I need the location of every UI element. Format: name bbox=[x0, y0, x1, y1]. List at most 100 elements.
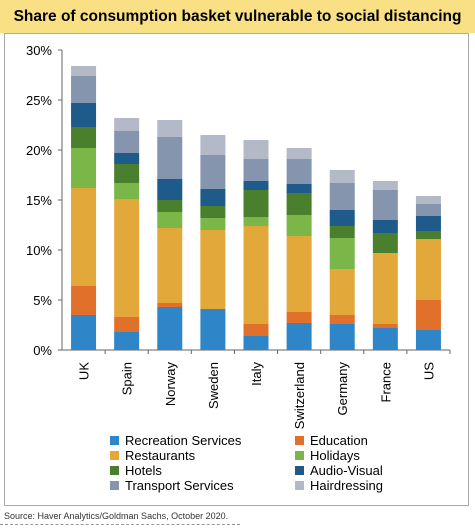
bar-segment-transport-services bbox=[114, 131, 140, 153]
source-note: Source: Haver Analytics/Goldman Sachs, O… bbox=[4, 511, 229, 521]
legend-swatch bbox=[295, 450, 304, 460]
bar-segment-restaurants bbox=[243, 226, 269, 324]
bar-segment-hotels bbox=[71, 127, 97, 148]
bar-segment-recreation-services bbox=[200, 309, 226, 350]
bar-segment-hairdressing bbox=[71, 66, 97, 76]
bar-segment-audio-visual bbox=[114, 153, 140, 164]
bar-segment-audio-visual bbox=[415, 216, 441, 231]
bar-segment-restaurants bbox=[157, 228, 183, 303]
bar-segment-hotels bbox=[286, 193, 312, 215]
bar-segment-hotels bbox=[415, 231, 441, 239]
y-tick-label: 25% bbox=[26, 93, 52, 108]
legend-item: Audio-Visual bbox=[295, 462, 383, 478]
bar-segment-recreation-services bbox=[329, 324, 355, 350]
bar-segment-holidays bbox=[243, 217, 269, 226]
x-tick-label: Switzerland bbox=[292, 362, 307, 429]
x-tick-label: Sweden bbox=[206, 362, 221, 409]
bar-segment-hotels bbox=[200, 206, 226, 218]
legend-swatch bbox=[295, 435, 304, 445]
bar-segment-audio-visual bbox=[286, 184, 312, 193]
y-tick-label: 20% bbox=[26, 143, 52, 158]
bar-segment-transport-services bbox=[200, 155, 226, 189]
bar-segment-hotels bbox=[114, 164, 140, 183]
bar-segment-education bbox=[286, 312, 312, 323]
bar-segment-education bbox=[243, 324, 269, 336]
bar-segment-hairdressing bbox=[372, 181, 398, 190]
bar-segment-education bbox=[415, 300, 441, 330]
bar-segment-hotels bbox=[243, 190, 269, 217]
bar-segment-recreation-services bbox=[372, 328, 398, 350]
bar-segment-audio-visual bbox=[71, 103, 97, 127]
legend-item: Holidays bbox=[295, 448, 360, 463]
bar-segment-audio-visual bbox=[329, 210, 355, 226]
bar-segment-restaurants bbox=[200, 230, 226, 309]
bar-segment-recreation-services bbox=[243, 336, 269, 350]
bar-segment-holidays bbox=[286, 215, 312, 236]
chart-frame bbox=[4, 33, 469, 506]
bar-segment-recreation-services bbox=[286, 323, 312, 350]
bar-segment-hotels bbox=[157, 200, 183, 212]
bar-segment-education bbox=[71, 286, 97, 315]
y-tick-label: 0% bbox=[33, 343, 52, 358]
bar-segment-restaurants bbox=[71, 188, 97, 286]
bar-segment-restaurants bbox=[114, 199, 140, 317]
bar-segment-transport-services bbox=[286, 159, 312, 184]
bar-segment-holidays bbox=[200, 218, 226, 230]
bar-segment-holidays bbox=[71, 148, 97, 188]
bar-segment-recreation-services bbox=[157, 307, 183, 350]
x-tick-label: UK bbox=[77, 362, 92, 380]
x-tick-label: Spain bbox=[120, 362, 135, 395]
bar-segment-recreation-services bbox=[71, 315, 97, 350]
bar-segment-hotels bbox=[329, 226, 355, 238]
bar-segment-restaurants bbox=[372, 253, 398, 324]
bar-segment-transport-services bbox=[243, 159, 269, 181]
bar-segment-education bbox=[114, 317, 140, 332]
legend-swatch bbox=[110, 435, 119, 445]
bar-segment-audio-visual bbox=[200, 189, 226, 206]
bar-segment-audio-visual bbox=[372, 220, 398, 233]
bar-segment-holidays bbox=[157, 212, 183, 228]
legend-swatch bbox=[110, 465, 119, 475]
bar-segment-hotels bbox=[372, 233, 398, 253]
chart-title: Share of consumption basket vulnerable t… bbox=[13, 8, 462, 25]
legend-item: Recreation Services bbox=[110, 432, 242, 448]
bar-segment-education bbox=[372, 324, 398, 328]
bar-segment-audio-visual bbox=[243, 181, 269, 190]
legend-label: Recreation Services bbox=[125, 432, 242, 448]
bar-segment-education bbox=[157, 303, 183, 307]
bar-segment-restaurants bbox=[415, 239, 441, 300]
x-tick-label: France bbox=[378, 362, 393, 402]
legend-item: Restaurants bbox=[110, 447, 196, 463]
bar-segment-transport-services bbox=[71, 76, 97, 103]
x-tick-label: Italy bbox=[249, 362, 264, 386]
bar-segment-hairdressing bbox=[200, 135, 226, 155]
legend-swatch bbox=[295, 480, 304, 490]
y-tick-label: 15% bbox=[26, 193, 52, 208]
bar-segment-holidays bbox=[114, 183, 140, 199]
y-tick-label: 30% bbox=[26, 43, 52, 58]
legend-swatch bbox=[295, 465, 304, 475]
legend-label: Restaurants bbox=[125, 447, 196, 463]
bar-segment-hairdressing bbox=[114, 118, 140, 131]
legend-item: Transport Services bbox=[110, 477, 234, 493]
x-tick-label: US bbox=[421, 362, 436, 380]
bar-segment-education bbox=[329, 315, 355, 324]
legend-label: Education bbox=[310, 432, 368, 448]
legend-label: Hotels bbox=[125, 462, 162, 478]
legend-label: Audio-Visual bbox=[310, 462, 383, 478]
bar-segment-transport-services bbox=[372, 190, 398, 220]
x-tick-label: Norway bbox=[163, 362, 178, 407]
bar-segment-transport-services bbox=[157, 137, 183, 179]
legend-item: Hairdressing bbox=[295, 478, 383, 493]
bar-segment-hairdressing bbox=[286, 148, 312, 159]
legend-item: Hotels bbox=[110, 462, 162, 478]
bar-segment-transport-services bbox=[329, 183, 355, 210]
legend-swatch bbox=[110, 450, 119, 460]
bar-segment-hairdressing bbox=[157, 120, 183, 137]
bar-segment-hairdressing bbox=[329, 170, 355, 183]
bar-segment-recreation-services bbox=[415, 330, 441, 350]
legend-label: Transport Services bbox=[125, 477, 234, 493]
bar-segment-recreation-services bbox=[114, 332, 140, 350]
bar-segment-transport-services bbox=[415, 204, 441, 216]
